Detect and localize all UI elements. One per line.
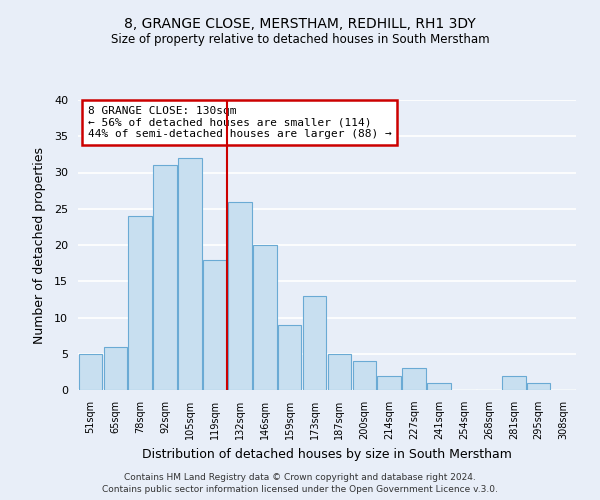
Bar (104, 346, 127, 390)
Bar (502, 376, 526, 390)
Bar (403, 368, 426, 390)
Y-axis label: Number of detached properties: Number of detached properties (33, 146, 46, 344)
Bar (228, 202, 251, 390)
Text: Contains public sector information licensed under the Open Government Licence v.: Contains public sector information licen… (102, 485, 498, 494)
Bar (154, 165, 177, 390)
Bar (427, 383, 451, 390)
Text: Contains HM Land Registry data © Crown copyright and database right 2024.: Contains HM Land Registry data © Crown c… (124, 472, 476, 482)
Bar (328, 354, 351, 390)
Bar (253, 245, 277, 390)
Text: Size of property relative to detached houses in South Merstham: Size of property relative to detached ho… (110, 32, 490, 46)
Text: 8, GRANGE CLOSE, MERSTHAM, REDHILL, RH1 3DY: 8, GRANGE CLOSE, MERSTHAM, REDHILL, RH1 … (124, 18, 476, 32)
Bar (79, 354, 102, 390)
Bar (178, 158, 202, 390)
Bar (527, 383, 550, 390)
Bar (278, 325, 301, 390)
Bar (303, 296, 326, 390)
X-axis label: Distribution of detached houses by size in South Merstham: Distribution of detached houses by size … (142, 448, 512, 460)
Bar (353, 361, 376, 390)
Bar (128, 216, 152, 390)
Bar (377, 376, 401, 390)
Bar (203, 260, 227, 390)
Text: 8 GRANGE CLOSE: 130sqm
← 56% of detached houses are smaller (114)
44% of semi-de: 8 GRANGE CLOSE: 130sqm ← 56% of detached… (88, 106, 392, 139)
